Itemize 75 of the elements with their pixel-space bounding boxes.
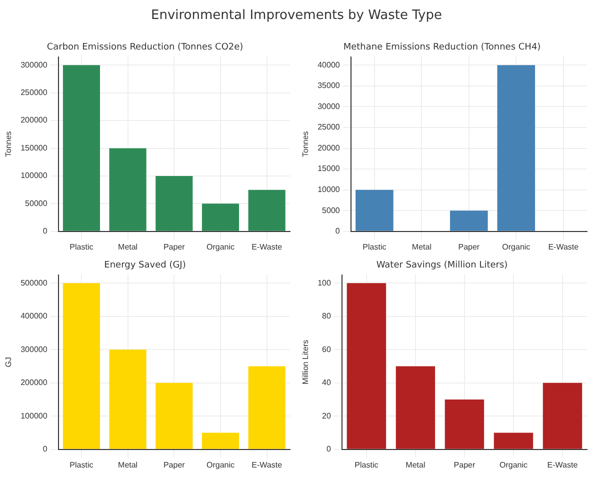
bar: [542, 382, 582, 449]
x-tick-label: Plastic: [362, 242, 386, 252]
bar: [494, 432, 534, 449]
bar: [156, 176, 193, 231]
bar: [109, 350, 146, 449]
bar: [396, 366, 436, 449]
text: Environmental Improvements by Waste Type: [150, 8, 443, 23]
y-tick-label: 60: [322, 344, 332, 354]
y-tick-label: 10000: [318, 185, 340, 194]
y-axis-title: GJ: [4, 356, 14, 368]
bar: [450, 210, 488, 231]
y-tick-label: 15000: [318, 164, 340, 174]
x-tick-label: Metal: [406, 460, 426, 470]
y-tick-label: 80: [322, 312, 332, 321]
x-tick-label: Organic: [206, 460, 234, 470]
bar: [109, 148, 146, 231]
y-tick-label: 300000: [20, 344, 48, 354]
x-tick-label: Plastic: [70, 242, 94, 252]
y-tick-label: 150000: [20, 143, 48, 152]
y-tick-label: 20: [322, 411, 332, 420]
y-tick-label: 200000: [20, 378, 48, 388]
y-tick-label: 35000: [318, 81, 340, 90]
x-tick-label: E-Waste: [252, 242, 283, 252]
bar: [62, 283, 100, 449]
bar: [444, 400, 484, 449]
chart-title: Energy Saved (GJ): [104, 260, 186, 271]
y-tick-label: 0: [326, 444, 332, 454]
bar: [202, 204, 240, 231]
x-tick-label: Organic: [502, 242, 530, 252]
y-axis-title: Tonnes: [301, 131, 310, 157]
y-tick-label: 400000: [20, 312, 48, 321]
x-tick-label: Paper: [458, 242, 480, 252]
x-tick-label: Paper: [163, 242, 186, 252]
bar: [248, 190, 286, 231]
y-tick-label: 300000: [20, 60, 48, 70]
x-tick-label: Metal: [118, 460, 138, 470]
x-tick-label: Plastic: [70, 460, 94, 470]
bar: [156, 382, 193, 449]
y-axis-title: Million Liters: [301, 340, 310, 384]
x-tick-label: E-Waste: [547, 460, 578, 470]
y-tick-label: 100: [318, 278, 332, 288]
bar: [346, 283, 386, 449]
x-tick-label: Metal: [118, 242, 138, 252]
y-tick-label: 0: [42, 226, 48, 236]
chart-title: Methane Emissions Reduction (Tonnes CH4): [343, 42, 541, 53]
y-tick-label: 50000: [25, 198, 48, 208]
bar: [248, 366, 286, 449]
x-tick-label: Paper: [163, 460, 186, 470]
bar: [497, 65, 536, 231]
y-tick-label: 100000: [20, 411, 48, 420]
y-tick-label: 250000: [20, 88, 48, 98]
x-tick-label: E-Waste: [252, 460, 283, 470]
y-tick-label: 25000: [318, 122, 340, 132]
y-tick-label: 40: [322, 378, 332, 388]
x-tick-label: E-Waste: [548, 242, 580, 252]
y-tick-label: 30000: [318, 102, 340, 111]
chart-title: Water Savings (Million Liters): [376, 260, 508, 271]
bar: [62, 65, 100, 231]
y-tick-label: 20000: [318, 143, 340, 152]
y-tick-label: 200000: [20, 116, 48, 125]
y-axis-title: Tonnes: [4, 131, 14, 157]
y-tick-label: 0: [335, 226, 340, 236]
x-tick-label: Metal: [412, 242, 432, 252]
chart-title: Carbon Emissions Reduction (Tonnes CO2e): [46, 42, 244, 53]
x-tick-label: Paper: [454, 460, 476, 470]
x-tick-label: Organic: [499, 460, 528, 470]
x-tick-label: Plastic: [354, 460, 378, 470]
bar: [202, 432, 240, 449]
y-tick-label: 500000: [20, 278, 48, 288]
y-tick-label: 5000: [322, 206, 340, 215]
y-tick-label: 0: [42, 444, 48, 454]
bar: [356, 190, 394, 231]
x-tick-label: Organic: [206, 242, 234, 252]
y-tick-label: 40000: [318, 60, 340, 70]
y-tick-label: 100000: [20, 171, 48, 180]
